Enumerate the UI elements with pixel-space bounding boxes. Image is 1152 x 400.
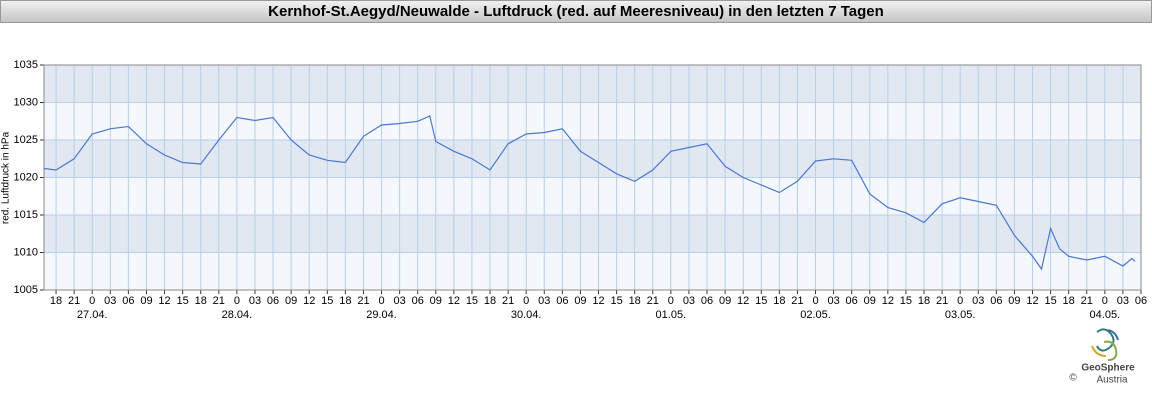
x-tick-label: 15 <box>610 295 622 307</box>
x-tick-label: 21 <box>1081 295 1093 307</box>
x-tick-label: 15 <box>900 295 912 307</box>
date-label: 04.05. <box>1090 309 1121 321</box>
y-tick-label: 1025 <box>14 134 38 146</box>
date-label: 30.04. <box>511 309 542 321</box>
x-tick-label: 09 <box>140 295 152 307</box>
x-tick-label: 12 <box>158 295 170 307</box>
band <box>44 252 1141 290</box>
x-tick-label: 0 <box>523 295 529 307</box>
x-tick-label: 18 <box>339 295 351 307</box>
y-axis-label: red. Luftdruck in hPa <box>1 131 12 224</box>
date-label: 27.04. <box>77 309 108 321</box>
x-tick-label: 21 <box>213 295 225 307</box>
x-tick-label: 03 <box>104 295 116 307</box>
line <box>43 115 1136 271</box>
date-label: 29.04. <box>366 309 397 321</box>
x-tick-label: 15 <box>177 295 189 307</box>
x-tick-label: 21 <box>68 295 80 307</box>
x-tick-label: 18 <box>918 295 930 307</box>
x-tick-label: 03 <box>538 295 550 307</box>
x-tick-label: 09 <box>864 295 876 307</box>
y-tick-label: 1015 <box>14 209 38 221</box>
y-tick-label: 1030 <box>14 96 38 108</box>
x-tick-label: 03 <box>683 295 695 307</box>
y-tick-label: 1005 <box>14 284 38 296</box>
logo-subtitle: Austria <box>1096 375 1128 386</box>
x-tick-label: 0 <box>668 295 674 307</box>
x-tick-label: 18 <box>195 295 207 307</box>
x-tick-label: 06 <box>990 295 1002 307</box>
x-tick-label: 0 <box>957 295 963 307</box>
date-label: 01.05. <box>656 309 687 321</box>
x-tick-label: 03 <box>1117 295 1129 307</box>
x-tick-label: 15 <box>321 295 333 307</box>
x-tick-label: 12 <box>592 295 604 307</box>
band <box>44 102 1141 140</box>
x-tick-label: 06 <box>846 295 858 307</box>
date-label: 28.04. <box>222 309 253 321</box>
band <box>44 215 1141 253</box>
x-tick-label: 21 <box>357 295 369 307</box>
x-tick-label: 15 <box>755 295 767 307</box>
x-tick-label: 12 <box>1026 295 1038 307</box>
x-tick-label: 09 <box>574 295 586 307</box>
x-tick-label: 0 <box>378 295 384 307</box>
plot-area: 18 21 0 03 06 09 12 15 18 21 0 03 06 09 12 15 18 21 0 03 06 0… <box>14 59 1148 321</box>
x-tick-label: 0 <box>89 295 95 307</box>
plot-frame <box>43 64 1142 291</box>
band <box>44 65 1141 103</box>
x-tick-label: 06 <box>412 295 424 307</box>
x-tick-label: 0 <box>1102 295 1108 307</box>
x-tick-label: 18 <box>484 295 496 307</box>
date-label: 02.05. <box>800 309 831 321</box>
x-tick-label: 06 <box>267 295 279 307</box>
x-tick-label: 12 <box>303 295 315 307</box>
x-tick-label: 03 <box>827 295 839 307</box>
x-tick-label: 12 <box>737 295 749 307</box>
x-tick-label: 03 <box>249 295 261 307</box>
x-tick-label: 06 <box>122 295 134 307</box>
x-tick-label: 12 <box>448 295 460 307</box>
x-tick-label: 03 <box>972 295 984 307</box>
x-tick-label: 18 <box>773 295 785 307</box>
x-tick-label: 18 <box>1063 295 1075 307</box>
x-tick-label: 09 <box>285 295 297 307</box>
y-tick-label: 1035 <box>14 59 38 71</box>
x-tick-label: 18 <box>629 295 641 307</box>
x-tick-label: 06 <box>701 295 713 307</box>
x-tick-label: 12 <box>882 295 894 307</box>
x-tick-label: 21 <box>936 295 948 307</box>
x-tick-label: 21 <box>791 295 803 307</box>
logo-name: GeoSphere <box>1081 363 1135 374</box>
x-tick-label: 06 <box>556 295 568 307</box>
x-tick-label: 06 <box>1135 295 1147 307</box>
copyright: © <box>1069 373 1077 384</box>
chart-title: Kernhof-St.Aegyd/Neuwalde - Luftdruck (r… <box>268 3 884 20</box>
x-tick-label: 0 <box>234 295 240 307</box>
x-tick-label: 09 <box>430 295 442 307</box>
x-tick-label: 09 <box>719 295 731 307</box>
x-tick-label: 15 <box>1044 295 1056 307</box>
band <box>44 177 1141 215</box>
x-tick-label: 0 <box>812 295 818 307</box>
y-tick-label: 1010 <box>14 246 38 258</box>
y-tick-label: 1020 <box>14 171 38 183</box>
x-tick-label: 21 <box>502 295 514 307</box>
x-tick-label: 03 <box>393 295 405 307</box>
logo: GeoSphere Austria © <box>1069 328 1135 386</box>
x-tick-label: 18 <box>50 295 62 307</box>
x-tick-label: 09 <box>1008 295 1020 307</box>
x-tick-label: 21 <box>647 295 659 307</box>
x-tick-label: 15 <box>466 295 478 307</box>
date-label: 03.05. <box>945 309 976 321</box>
logo-icon <box>1091 328 1119 361</box>
